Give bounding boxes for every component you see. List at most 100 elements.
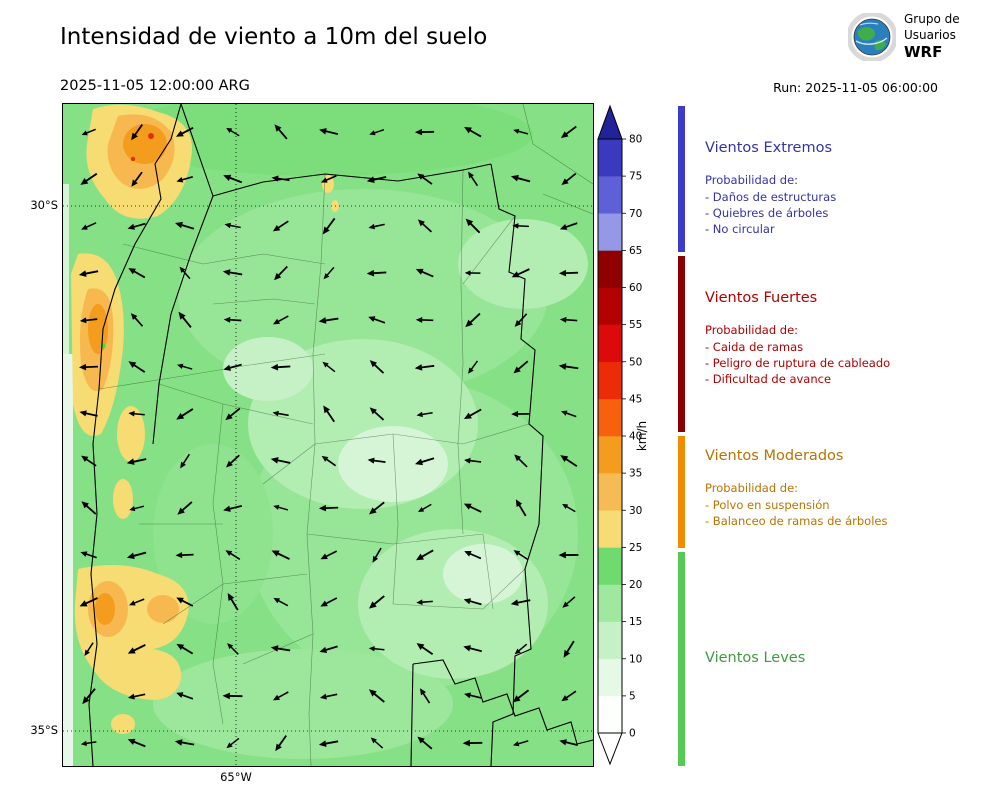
wind-arrow — [465, 218, 481, 234]
wind-arrow — [129, 598, 145, 606]
wind-arrow — [512, 223, 529, 229]
legend-item: - Daños de estructuras — [705, 190, 837, 204]
colorbar-segment — [598, 324, 622, 363]
legend-vientos-fuertes: Vientos Fuertes Probabilidad de: - Caida… — [705, 290, 955, 387]
wind-arrow — [417, 173, 433, 185]
wind-arrow — [512, 740, 529, 747]
wind-arrow — [465, 312, 481, 328]
wind-arrow — [271, 175, 290, 182]
valid-time-label: 2025-11-05 12:00:00 ARG — [60, 78, 250, 94]
wind-arrow — [225, 550, 241, 560]
wind-arrow — [274, 265, 288, 281]
legend-category-name: Vientos Moderados — [705, 448, 844, 464]
wind-arrow — [559, 739, 578, 746]
wind-arrow — [176, 176, 193, 183]
colorbar-tick-label: 50 — [629, 356, 642, 368]
wind-arrow — [464, 692, 482, 699]
wind-arrow — [131, 124, 144, 141]
wind-arrow — [558, 551, 579, 559]
legend-vientos-leves: Vientos Leves — [705, 650, 955, 666]
wind-arrow — [223, 504, 243, 512]
wind-arrow — [81, 455, 97, 467]
wind-arrow — [318, 740, 339, 747]
wind-arrow — [417, 503, 432, 512]
wind-arrow — [368, 316, 386, 324]
wind-arrow — [320, 175, 337, 183]
wind-arrow — [414, 128, 435, 136]
legend-item: - Balanceo de ramas de árboles — [705, 514, 888, 528]
wind-arrow — [562, 596, 576, 608]
wind-arrow — [514, 454, 528, 468]
wind-arrow — [84, 642, 94, 657]
wind-arrow — [464, 457, 482, 464]
wind-arrow — [468, 360, 479, 374]
colorbar-segment — [598, 213, 622, 251]
wrf-logo: Grupo de Usuarios WRF — [848, 12, 960, 63]
wind-arrow — [174, 739, 195, 746]
colorbar-tick-label: 25 — [629, 542, 642, 554]
wind-arrow — [318, 317, 339, 324]
wind-arrow — [558, 363, 579, 370]
colorbar-under-arrow — [597, 732, 623, 766]
wind-arrow — [225, 407, 241, 421]
colorbar-tick-label: 65 — [629, 245, 642, 257]
wind-arrow — [372, 547, 382, 563]
wind-arrow — [416, 411, 433, 418]
colorbar-segment — [598, 695, 622, 734]
wind-arrow — [272, 220, 289, 232]
colorbar: 0 5 10 15 20 25 30 35 40 45 50 55 60 65 70 75 80 km/h — [597, 104, 649, 766]
wind-arrow — [273, 597, 289, 607]
wind-arrow — [130, 313, 144, 327]
wind-arrow — [464, 270, 481, 276]
legend-category-name: Vientos Extremos — [705, 140, 833, 156]
wind-arrow — [415, 549, 434, 561]
legend-strip-extremos — [678, 106, 685, 252]
legend-probability-label: Probabilidad de: — [705, 173, 799, 187]
wind-arrow — [226, 737, 240, 749]
wind-arrow — [222, 692, 243, 700]
wind-arrow — [175, 126, 194, 137]
wind-arrow — [175, 552, 194, 559]
wind-arrow — [226, 127, 240, 137]
wind-arrow — [80, 740, 97, 746]
logo-text-wrf: WRF — [904, 43, 943, 62]
wind-arrow — [559, 316, 578, 323]
colorbar-segment — [598, 398, 622, 437]
wind-arrow — [369, 360, 385, 374]
wind-arrow — [511, 268, 530, 278]
logo-text-line1: Grupo de — [904, 12, 960, 26]
wind-arrow — [274, 124, 288, 140]
colorbar-tick-label: 30 — [629, 505, 642, 517]
wind-arrow — [368, 689, 385, 703]
wind-arrow — [176, 643, 194, 655]
colorbar-tick-label: 80 — [629, 134, 642, 146]
wind-map — [62, 103, 594, 767]
wind-arrow — [368, 223, 385, 230]
colorbar-tick-label: 0 — [629, 728, 636, 740]
wind-arrow — [513, 128, 529, 135]
wind-arrow — [319, 128, 339, 136]
lon-label-65w: 65°W — [220, 770, 252, 784]
wind-arrow — [128, 410, 145, 417]
wind-arrow — [464, 126, 482, 138]
wind-arrow — [511, 410, 530, 418]
wind-arrow — [414, 364, 435, 371]
colorbar-segment — [598, 547, 622, 585]
wind-arrow — [176, 363, 193, 370]
wind-arrow — [80, 172, 98, 185]
wind-arrow — [127, 693, 146, 700]
wind-arrow — [320, 550, 338, 560]
gridlines — [63, 104, 593, 766]
colorbar-segment — [598, 621, 622, 660]
wind-arrow — [275, 735, 287, 752]
wind-arrow — [514, 643, 528, 655]
wind-arrow — [180, 453, 191, 469]
wind-arrow — [127, 644, 146, 654]
legend-strip-moderados — [678, 436, 685, 548]
wind-arrow — [78, 270, 99, 277]
wind-arrow — [79, 410, 98, 417]
wind-arrow — [510, 599, 531, 606]
wind-arrow — [561, 172, 577, 185]
wind-arrow — [513, 360, 529, 374]
